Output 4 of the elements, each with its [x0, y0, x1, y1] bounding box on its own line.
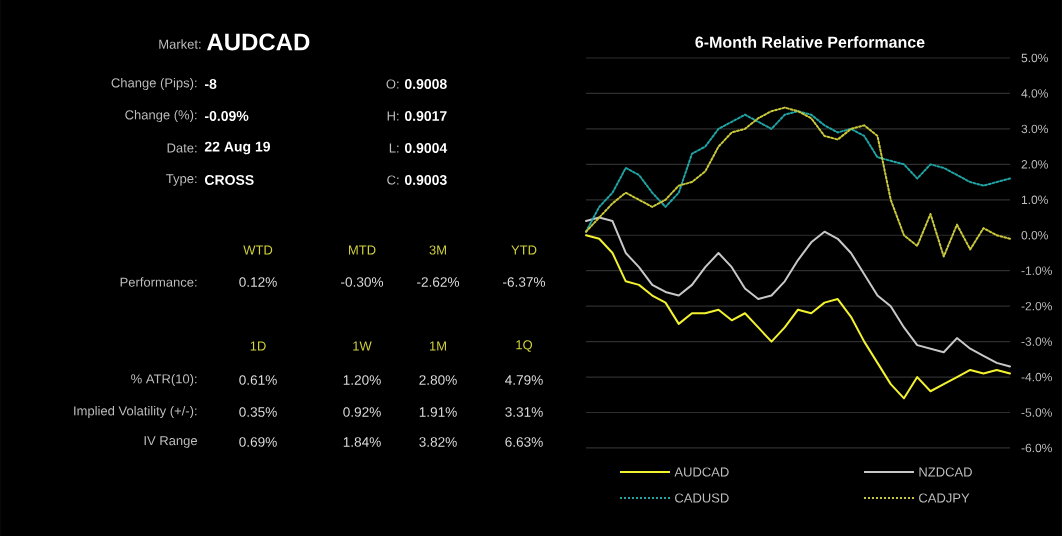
chart-title: 6-Month Relative Performance: [695, 36, 925, 48]
line-series: [585, 234, 1011, 400]
line-series: [585, 106, 1011, 258]
text: AUDCAD: [207, 33, 310, 51]
